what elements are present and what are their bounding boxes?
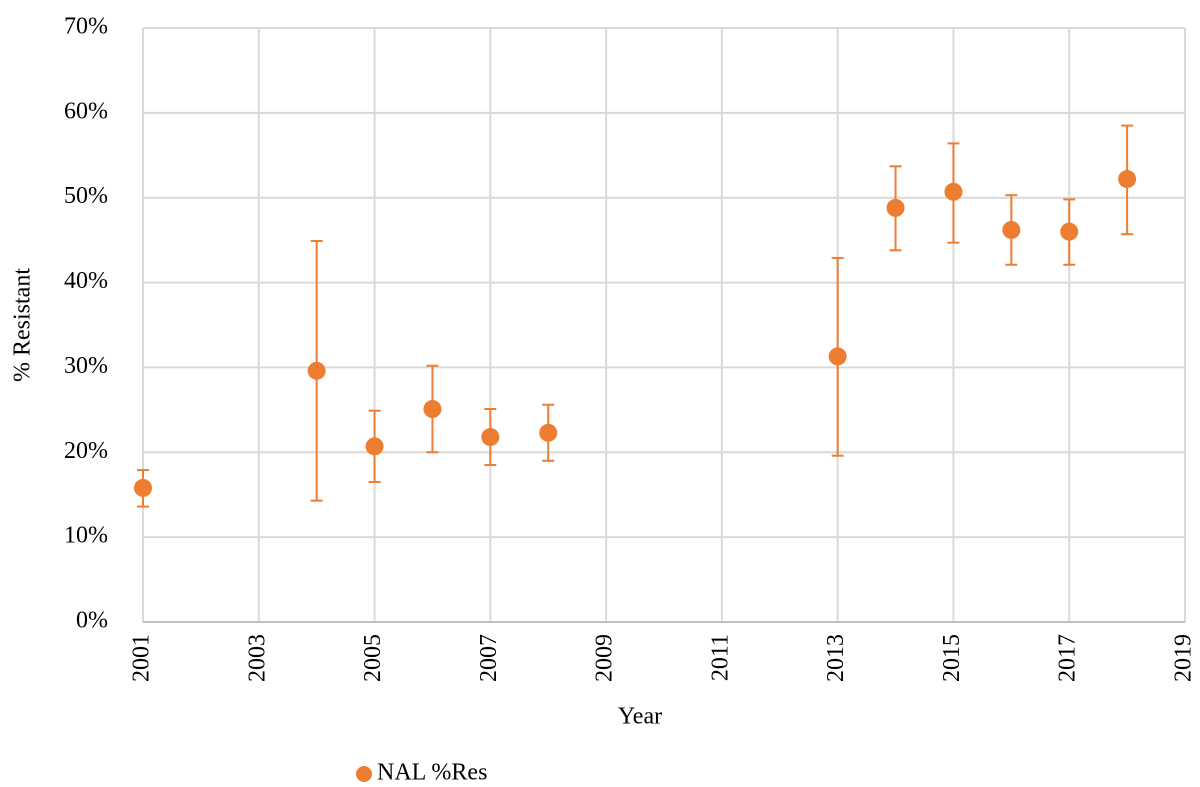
point <box>1118 170 1137 189</box>
point <box>365 437 384 456</box>
point <box>1002 220 1021 239</box>
x-tick-label: 2017 <box>1055 634 1081 682</box>
point <box>944 182 963 201</box>
point <box>423 400 442 419</box>
y-tick-label: 40% <box>64 268 108 294</box>
x-axis-title: Year <box>618 704 662 730</box>
x-tick-label: 2005 <box>360 634 386 682</box>
point <box>828 347 847 366</box>
y-tick-label: 30% <box>64 353 108 379</box>
point <box>1060 222 1079 241</box>
y-axis-title: % Resistant <box>10 268 36 382</box>
x-tick-label: 2001 <box>129 634 155 682</box>
y-tick-label: 10% <box>64 523 108 549</box>
y-tick-label: 50% <box>64 183 108 209</box>
x-tick-label: 2019 <box>1171 634 1197 682</box>
point <box>539 423 558 442</box>
y-tick-label: 0% <box>76 608 108 634</box>
point <box>481 428 500 447</box>
point <box>886 198 905 217</box>
x-tick-label: 2015 <box>939 634 965 682</box>
x-tick-label: 2011 <box>707 634 733 681</box>
x-tick-label: 2013 <box>823 634 849 682</box>
y-tick-label: 20% <box>64 438 108 464</box>
x-tick-label: 2009 <box>592 634 618 682</box>
legend-marker <box>356 766 372 782</box>
y-tick-label: 60% <box>64 98 108 124</box>
y-tick-label: 70% <box>64 14 108 40</box>
legend-label: NAL %Res <box>377 760 487 786</box>
point <box>307 361 326 380</box>
x-tick-label: 2003 <box>244 634 270 682</box>
point <box>134 478 152 497</box>
x-tick-label: 2007 <box>476 634 502 682</box>
